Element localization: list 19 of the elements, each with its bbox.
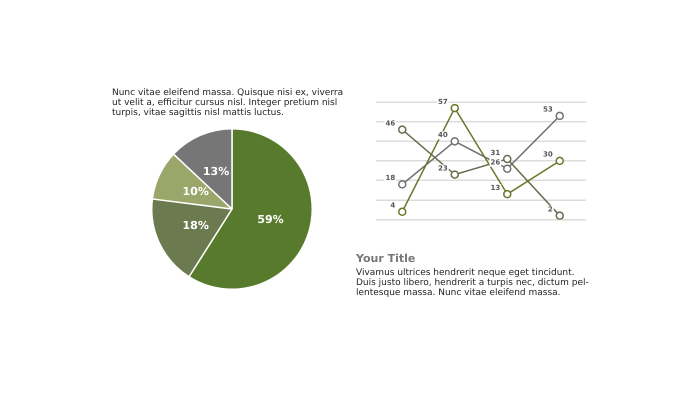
point [503, 164, 512, 173]
point [450, 104, 459, 112]
data-label: 10% [182, 184, 209, 198]
point [450, 170, 459, 179]
point [556, 156, 564, 166]
data-label: 13% [202, 165, 230, 178]
point [398, 125, 406, 134]
point [398, 180, 406, 189]
point [450, 137, 459, 146]
chart-title: Nunc vitae eleifend massa. Quisque nisi ex, viverra ut velit a, efficitur cursus nisl. Integer pretium nisl turpis, vitae sagittis nisl mattis luctus. [112, 88, 344, 118]
data-label: 18% [182, 218, 209, 232]
point [556, 112, 564, 120]
point [398, 208, 406, 216]
point [503, 190, 512, 198]
point [556, 211, 564, 220]
text: Your Title [356, 252, 416, 265]
data-label: 59% [257, 213, 284, 226]
point [503, 154, 512, 164]
text: Vivamus ultrices hendrerit neque eget tincidunt. Duis justo libero, hendrerit a turpis nec, dictum pel-lentesque massa. Nunc vitae eleifend massa. [356, 268, 590, 298]
